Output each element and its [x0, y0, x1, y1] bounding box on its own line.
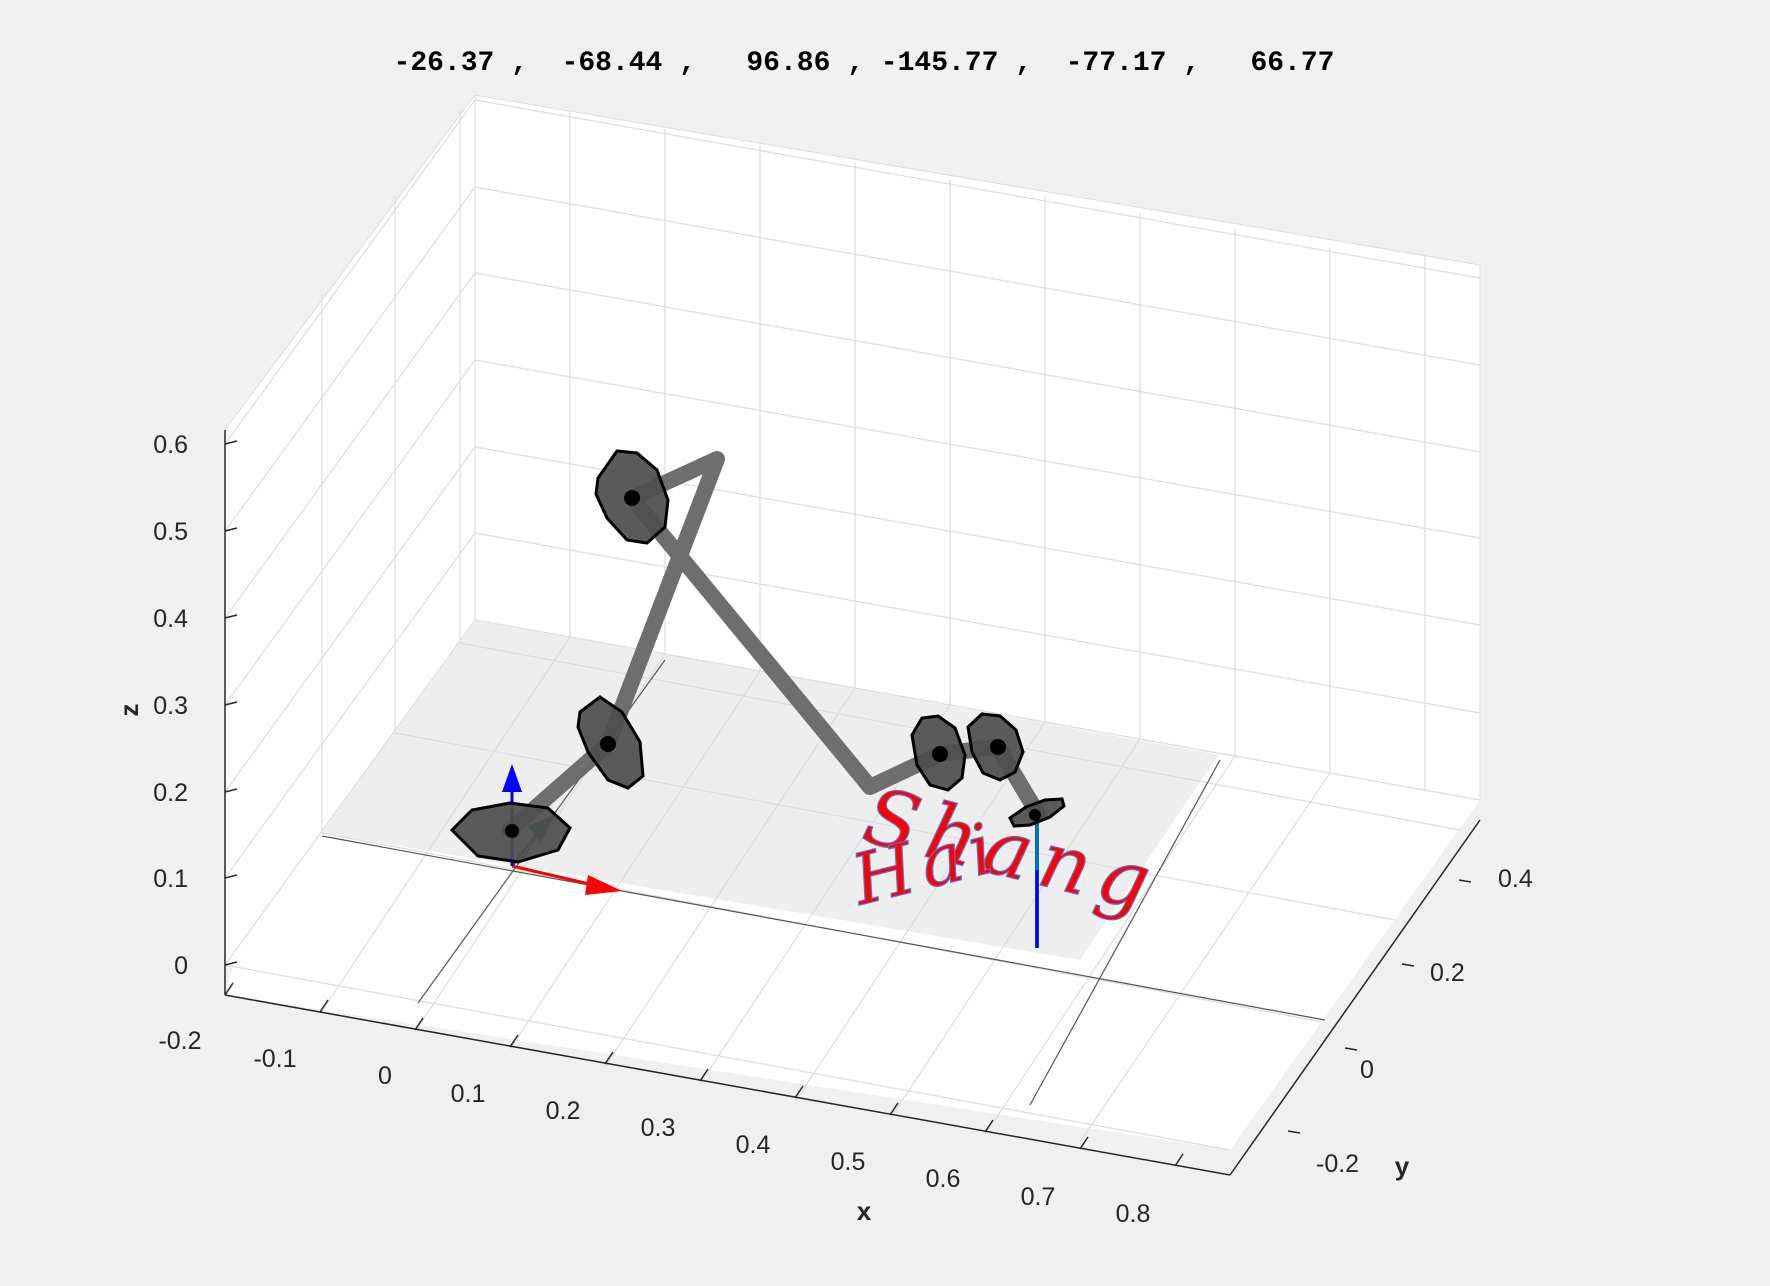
y-tick-label: 0 — [1360, 1056, 1374, 1084]
z-tick-label: 0.5 — [153, 518, 188, 546]
z-tick-label: 0.6 — [153, 431, 188, 459]
shaded-floor — [322, 620, 1220, 960]
y-ticks — [1287, 879, 1472, 1134]
base-z-arrowhead — [502, 764, 522, 792]
z-tick-label: 0.4 — [153, 605, 188, 633]
x-tick-label: 0.4 — [736, 1131, 771, 1159]
x-tick-label: 0.3 — [641, 1114, 676, 1142]
y-tick-label: 0.2 — [1430, 959, 1465, 987]
z-ticks — [224, 440, 238, 966]
z-tick-labels: 0 0.1 0.2 0.3 0.4 0.5 0.6 — [153, 431, 188, 980]
joint-center-2 — [600, 736, 616, 752]
y-axis-label: y — [1395, 1151, 1410, 1181]
x-tick-label: -0.1 — [253, 1045, 296, 1073]
joint-centers — [505, 490, 1041, 838]
x-tick-label: 0.2 — [546, 1097, 581, 1125]
x-tick-label: 0.7 — [1021, 1183, 1056, 1211]
x-tick-labels: -0.2 -0.1 0 0.1 0.2 0.3 0.4 0.5 0.6 0.7 … — [158, 1027, 1150, 1228]
x-ticks — [224, 982, 1184, 1167]
x-tick-label: 0 — [378, 1062, 392, 1090]
joint-center-5 — [990, 739, 1006, 755]
base-x-axis — [511, 864, 599, 888]
x-tick-label: 0.8 — [1116, 1200, 1151, 1228]
x-tick-label: 0.5 — [831, 1148, 866, 1176]
y-tick-label: -0.2 — [1316, 1150, 1359, 1178]
y-tick-labels: -0.2 0 0.2 0.4 — [1316, 865, 1533, 1178]
x-tick-label: 0.1 — [451, 1080, 486, 1108]
z-tick-label: 0 — [174, 952, 188, 980]
axes-edges — [224, 430, 1481, 1176]
x-tick-label: 0.6 — [926, 1165, 961, 1193]
x-tick-label: -0.2 — [158, 1027, 201, 1055]
joint-center-3 — [624, 490, 640, 506]
x-axis-label: x — [857, 1196, 872, 1226]
joint-center-base — [505, 824, 519, 838]
y-tick-label: 0.4 — [1498, 865, 1533, 893]
base-x-arrowhead — [585, 875, 622, 895]
joint-center-tool — [1029, 809, 1041, 821]
z-axis-label: z — [114, 704, 144, 717]
axes-box — [224, 93, 1481, 1150]
joint-center-4 — [932, 746, 948, 762]
grid-back-left — [224, 99, 476, 966]
z-tick-label: 0.3 — [153, 692, 188, 720]
z-tick-label: 0.1 — [153, 865, 188, 893]
z-tick-label: 0.2 — [153, 779, 188, 807]
joint-angles-title: -26.37 , -68.44 , 96.86 , -145.77 , -77.… — [394, 48, 1335, 79]
